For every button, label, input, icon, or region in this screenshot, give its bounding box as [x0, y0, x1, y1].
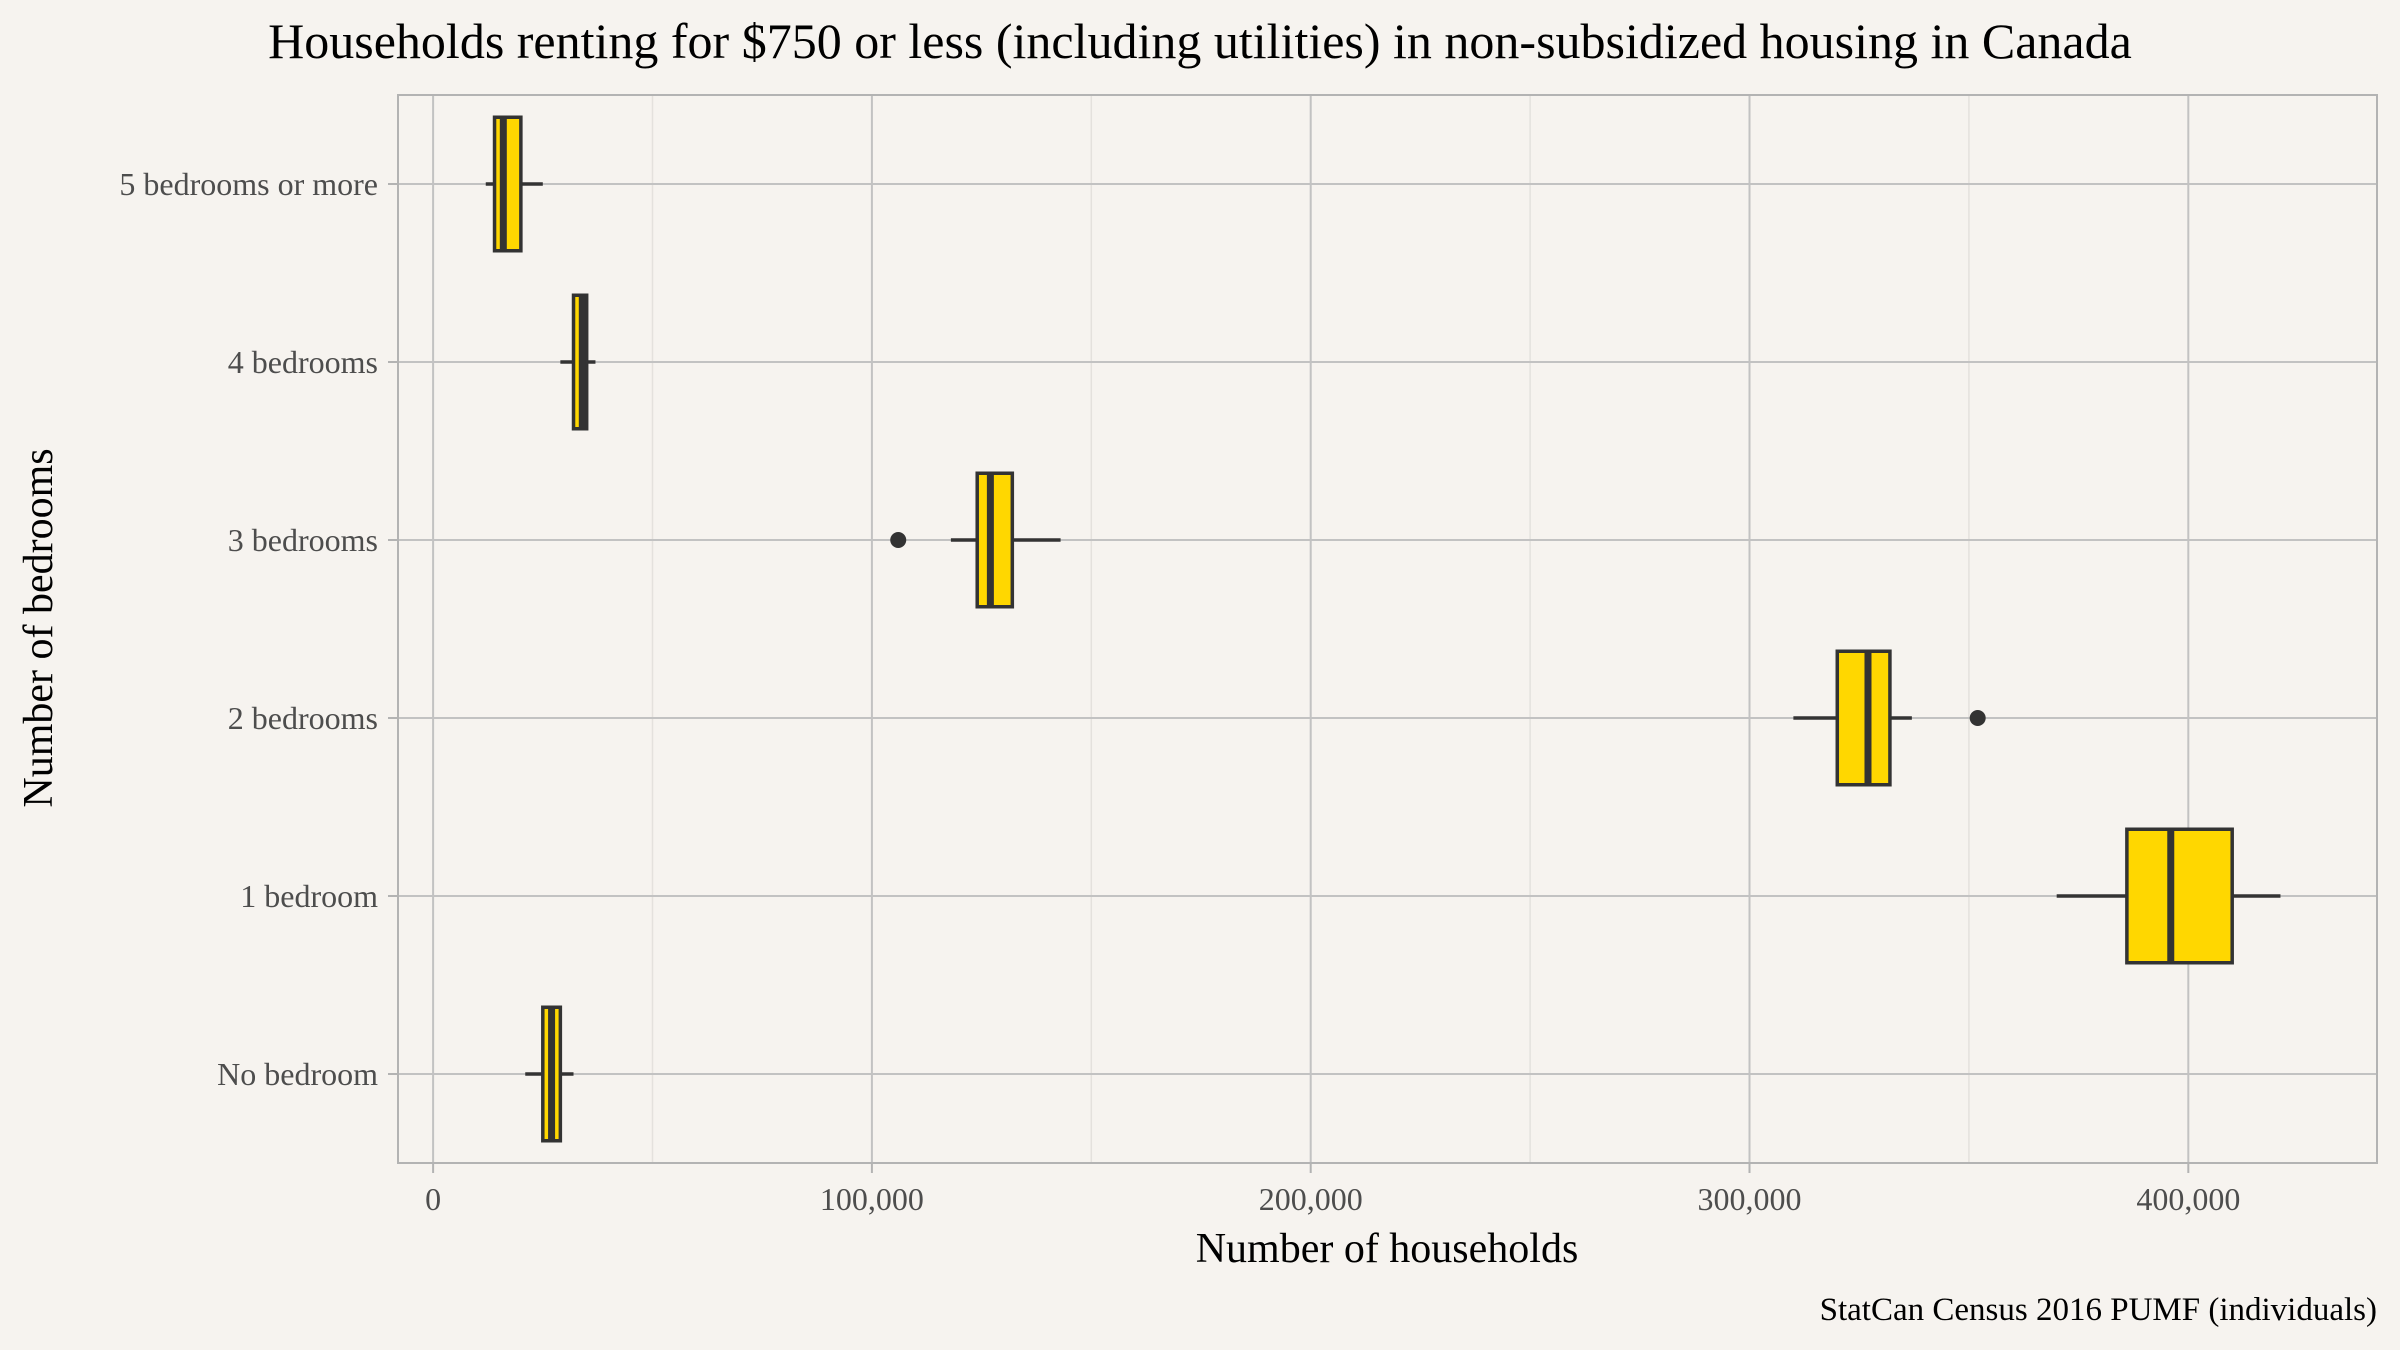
- x-axis-label: Number of households: [1196, 1226, 1579, 1272]
- y-tick-label: 2 bedrooms: [228, 700, 378, 736]
- axis-layer: 0 100,000 200,000 300,000 400,000 No bedroom 1…: [119, 166, 2240, 1217]
- x-tick-label: 400,000: [2136, 1181, 2240, 1217]
- box-iqr: [2125, 827, 2234, 965]
- y-tick-label: 4 bedrooms: [228, 344, 378, 380]
- y-tick-label: 3 bedrooms: [228, 522, 378, 558]
- chart-title: Households renting for $750 or less (inc…: [268, 13, 2132, 69]
- marks-layer: [485, 115, 2281, 1143]
- boxplot-no-bedroom: [525, 1005, 574, 1143]
- x-tick-label: 200,000: [1259, 1181, 1363, 1217]
- plot-panel-border: [397, 94, 2378, 1164]
- boxplot-4-bedrooms: [560, 293, 596, 431]
- x-tick-label: 0: [425, 1181, 441, 1217]
- x-tick-label: 300,000: [1698, 1181, 1802, 1217]
- boxplot-1-bedroom: [2056, 827, 2281, 965]
- outlier-point: [1969, 710, 1986, 726]
- box-iqr: [492, 115, 523, 253]
- x-tick-label: 100,000: [820, 1181, 924, 1217]
- y-tick-label: 5 bedrooms or more: [119, 166, 378, 202]
- box-iqr: [1835, 649, 1892, 787]
- grid-layer: [398, 95, 2377, 1163]
- y-axis-label: Number of bedrooms: [16, 448, 62, 807]
- y-tick-label: No bedroom: [217, 1056, 378, 1092]
- chart-caption: StatCan Census 2016 PUMF (individuals): [1820, 1292, 2377, 1328]
- box-iqr: [975, 471, 1015, 609]
- boxplot-2-bedrooms: [1793, 649, 1986, 787]
- boxplot-3-bedrooms: [890, 471, 1061, 609]
- boxplot-5-bedrooms-or-more: [485, 115, 543, 253]
- outlier-point: [890, 532, 907, 548]
- y-tick-label: 1 bedroom: [240, 878, 378, 914]
